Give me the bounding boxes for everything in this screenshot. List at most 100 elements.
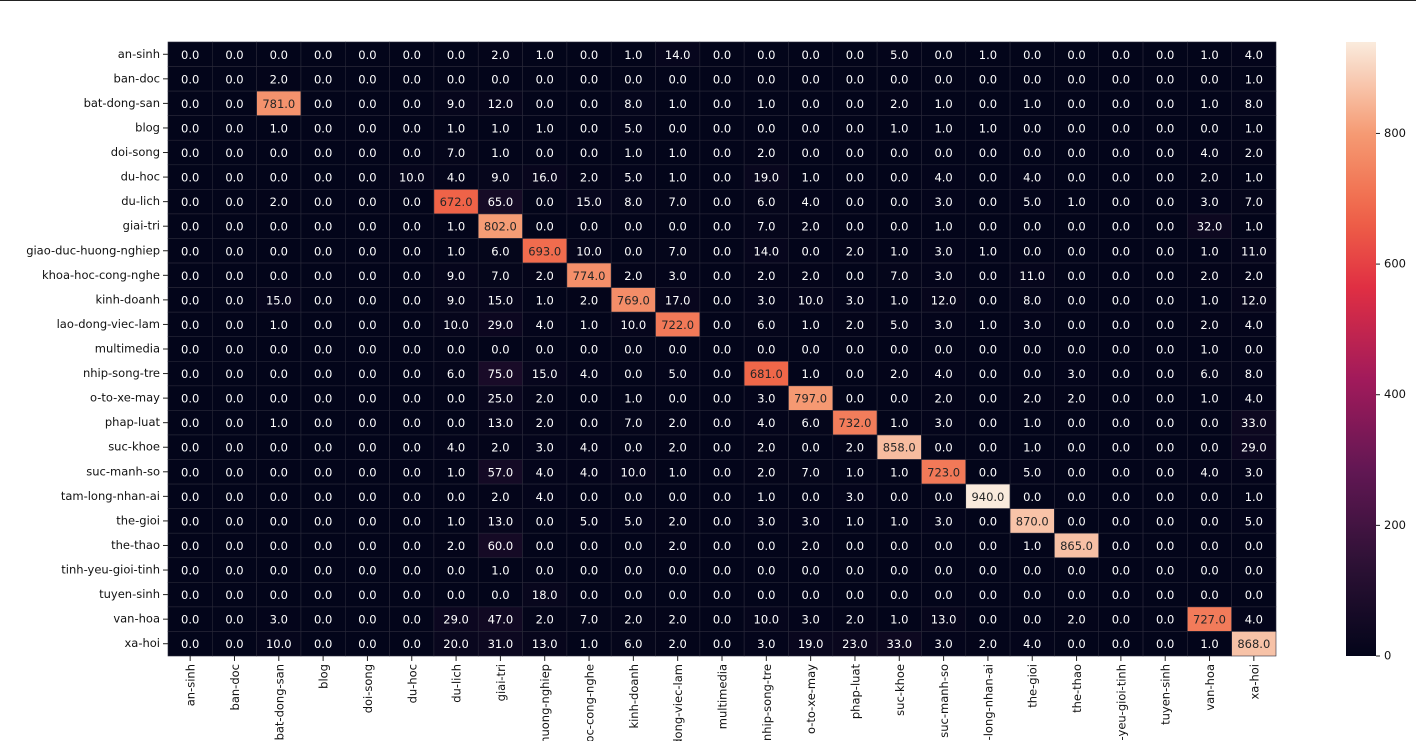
heatmap-cell — [655, 532, 701, 559]
cell-label: 0.0 — [1067, 514, 1085, 528]
cell-label: 1.0 — [624, 48, 642, 62]
heatmap-cell — [344, 139, 390, 166]
y-tick-label: giao-duc-huong-nghiep — [26, 243, 160, 257]
cell-label: 0.0 — [181, 539, 199, 553]
heatmap-cell — [876, 606, 922, 632]
heatmap-cell — [743, 164, 789, 190]
cell-label: 0.0 — [580, 48, 598, 62]
cell-label: 865.0 — [1060, 539, 1093, 553]
cell-label: 0.0 — [491, 72, 509, 86]
cell-label: 0.0 — [890, 539, 908, 553]
cell-label: 0.0 — [1067, 171, 1085, 185]
cell-label: 0.0 — [225, 269, 243, 283]
heatmap-cell — [1098, 287, 1144, 313]
cell-label: 1.0 — [1245, 220, 1263, 234]
cell-label: 0.0 — [801, 97, 819, 111]
x-tick-label: xa-hoi — [1247, 664, 1261, 700]
cell-label: 0.0 — [358, 269, 376, 283]
heatmap-cell — [699, 483, 745, 509]
cell-label: 0.0 — [536, 195, 554, 209]
cell-label: 0.0 — [225, 121, 243, 135]
cell-label: 1.0 — [669, 97, 687, 111]
cell-label: 0.0 — [1156, 121, 1174, 135]
cell-label: 0.0 — [181, 171, 199, 185]
cell-label: 1.0 — [890, 293, 908, 307]
cell-label: 10.0 — [754, 613, 780, 627]
cell-label: 0.0 — [979, 588, 997, 602]
cell-label: 0.0 — [1023, 613, 1041, 627]
cell-label: 0.0 — [1112, 613, 1130, 627]
cell-label: 0.0 — [225, 244, 243, 258]
heatmap-cell — [876, 631, 922, 657]
heatmap-cell — [389, 631, 435, 657]
cell-label: 0.0 — [181, 97, 199, 111]
cell-label: 858.0 — [883, 441, 916, 455]
heatmap-cell — [1187, 360, 1232, 387]
cell-label: 0.0 — [314, 637, 332, 651]
heatmap-cell — [212, 139, 257, 166]
heatmap-cell — [832, 410, 878, 436]
cell-label: 1.0 — [890, 465, 908, 479]
heatmap-cell — [389, 311, 435, 338]
cell-label: 17.0 — [665, 293, 691, 307]
heatmap-cell — [433, 410, 479, 436]
cell-label: 0.0 — [713, 48, 731, 62]
heatmap-cell — [1098, 410, 1144, 436]
heatmap-cell — [389, 582, 435, 608]
heatmap-cell — [256, 532, 302, 559]
cell-label: 0.0 — [979, 514, 997, 528]
cell-label: 7.0 — [669, 244, 687, 258]
heatmap-cell — [1231, 434, 1277, 460]
heatmap-cell — [566, 164, 612, 190]
cell-label: 0.0 — [757, 588, 775, 602]
heatmap-cell — [876, 508, 922, 534]
heatmap-cell — [1187, 66, 1232, 92]
cell-label: 0.0 — [358, 97, 376, 111]
heatmap-cell — [256, 483, 302, 509]
heatmap-cell — [566, 360, 612, 387]
heatmap-cell — [566, 508, 612, 534]
cell-label: 0.0 — [536, 539, 554, 553]
cell-label: 0.0 — [1112, 97, 1130, 111]
heatmap-cell — [1054, 508, 1100, 534]
cell-label: 0.0 — [757, 539, 775, 553]
heatmap-cell — [433, 213, 479, 239]
heatmap-cell — [832, 483, 878, 509]
heatmap-cell — [167, 164, 213, 190]
cell-label: 0.0 — [1200, 514, 1218, 528]
heatmap-cell — [566, 532, 612, 559]
heatmap-cell — [522, 459, 568, 485]
cell-label: 0.0 — [314, 441, 332, 455]
cell-label: 0.0 — [1067, 637, 1085, 651]
heatmap-cell — [167, 459, 213, 485]
heatmap-cell — [699, 139, 745, 166]
heatmap-cell — [965, 582, 1011, 608]
cell-label: 0.0 — [403, 318, 421, 332]
heatmap-cell — [1098, 213, 1144, 239]
cell-label: 3.0 — [1200, 195, 1218, 209]
cell-label: 0.0 — [1023, 72, 1041, 86]
cell-label: 20.0 — [443, 637, 469, 651]
cell-label: 0.0 — [1112, 441, 1130, 455]
heatmap-cell — [921, 238, 967, 264]
heatmap-cell — [212, 213, 257, 239]
heatmap-cell — [256, 459, 302, 485]
cell-label: 0.0 — [1156, 244, 1174, 258]
heatmap-cell — [433, 459, 479, 485]
heatmap-cell — [743, 90, 789, 116]
cell-label: 4.0 — [757, 416, 775, 430]
heatmap-cell — [566, 189, 612, 215]
cell-label: 0.0 — [1156, 220, 1174, 234]
heatmap-cell — [1054, 66, 1100, 92]
cell-label: 0.0 — [491, 343, 509, 357]
cell-label: 1.0 — [1245, 121, 1263, 135]
cell-label: 0.0 — [934, 441, 952, 455]
cell-label: 1.0 — [1200, 343, 1218, 357]
heatmap-cell — [743, 410, 789, 436]
cell-label: 2.0 — [669, 539, 687, 553]
cell-label: 723.0 — [927, 465, 960, 479]
heatmap-cell — [699, 238, 745, 264]
cell-label: 0.0 — [1156, 269, 1174, 283]
heatmap-cell — [743, 582, 789, 608]
heatmap-cell — [610, 262, 656, 288]
